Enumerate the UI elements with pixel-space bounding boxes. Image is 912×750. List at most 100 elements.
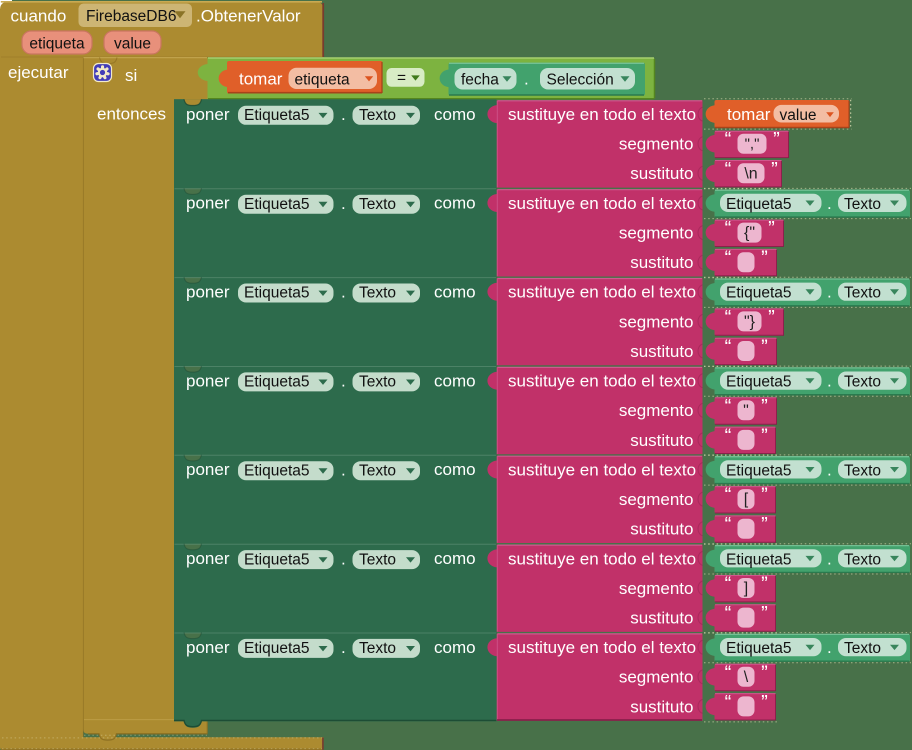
svg-text:Texto: Texto (359, 107, 396, 124)
svg-text:”: ” (761, 248, 768, 270)
svg-text:"}: "} (744, 313, 756, 330)
svg-text:“: “ (725, 337, 732, 359)
svg-text:.ObtenerValor: .ObtenerValor (196, 7, 301, 26)
svg-text:Texto: Texto (844, 462, 881, 479)
svg-text:.: . (827, 460, 832, 479)
svg-text:como: como (434, 194, 476, 213)
svg-text:Etiqueta5: Etiqueta5 (244, 107, 310, 124)
svg-text:.: . (341, 638, 346, 657)
svg-text:“: “ (725, 485, 732, 507)
svg-text:segmento: segmento (619, 312, 694, 331)
svg-text:segmento: segmento (619, 135, 694, 154)
svg-text:como: como (434, 638, 476, 657)
svg-text:como: como (434, 105, 476, 124)
svg-text:“: “ (725, 396, 732, 418)
svg-text:.: . (341, 194, 346, 213)
svg-text:Etiqueta5: Etiqueta5 (244, 285, 310, 302)
svg-text:tomar: tomar (239, 69, 283, 88)
svg-text:“: “ (725, 603, 732, 625)
svg-text:“: “ (725, 662, 732, 684)
svg-text:.: . (827, 372, 832, 391)
svg-text:“: “ (725, 159, 732, 181)
svg-text:“: “ (725, 574, 732, 596)
svg-text:”: ” (771, 159, 778, 181)
svg-text:etiqueta: etiqueta (295, 71, 351, 88)
svg-text:poner: poner (186, 105, 230, 124)
svg-text:“: “ (725, 129, 732, 151)
svg-text:sustituye en todo el texto: sustituye en todo el texto (508, 283, 696, 302)
svg-text:sustituye en todo el texto: sustituye en todo el texto (508, 460, 696, 479)
svg-text:como: como (434, 460, 476, 479)
svg-text:Etiqueta5: Etiqueta5 (726, 462, 792, 479)
svg-text:”: ” (761, 603, 768, 625)
svg-text:.: . (827, 194, 832, 213)
svg-text:Selección: Selección (547, 71, 614, 88)
svg-text:Texto: Texto (359, 640, 396, 657)
svg-text:[: [ (744, 491, 749, 508)
svg-text:ejecutar: ejecutar (8, 63, 69, 82)
svg-text:segmento: segmento (619, 224, 694, 243)
svg-text:\: \ (744, 669, 749, 686)
svg-text:.: . (524, 70, 529, 89)
svg-text:Etiqueta5: Etiqueta5 (244, 462, 310, 479)
svg-text:.: . (827, 549, 832, 568)
svg-text:”: ” (761, 396, 768, 418)
svg-text:poner: poner (186, 460, 230, 479)
svg-text:etiqueta: etiqueta (29, 36, 85, 53)
svg-text:poner: poner (186, 194, 230, 213)
svg-text:Etiqueta5: Etiqueta5 (244, 551, 310, 568)
svg-text:“: “ (725, 248, 732, 270)
svg-text:si: si (125, 66, 137, 85)
svg-text:Etiqueta5: Etiqueta5 (726, 196, 792, 213)
svg-text:sustituto: sustituto (630, 697, 693, 716)
svg-text:.: . (341, 372, 346, 391)
svg-text:.: . (341, 460, 346, 479)
svg-text:”: ” (761, 514, 768, 536)
svg-text:”: ” (761, 574, 768, 596)
svg-text:.: . (827, 283, 832, 302)
svg-text:poner: poner (186, 549, 230, 568)
svg-text:Texto: Texto (844, 285, 881, 302)
svg-text:sustituto: sustituto (630, 164, 693, 183)
svg-text:”: ” (761, 337, 768, 359)
svg-text:.: . (827, 638, 832, 657)
svg-text:sustituye en todo el texto: sustituye en todo el texto (508, 638, 696, 657)
svg-text:Etiqueta5: Etiqueta5 (726, 285, 792, 302)
svg-text:FirebaseDB6: FirebaseDB6 (86, 8, 176, 25)
svg-text:”: ” (768, 307, 775, 329)
svg-text:Texto: Texto (844, 640, 881, 657)
svg-text:”: ” (761, 425, 768, 447)
svg-text:value: value (780, 107, 817, 124)
svg-text:sustituye en todo el texto: sustituye en todo el texto (508, 105, 696, 124)
svg-text:“: “ (725, 514, 732, 536)
svg-text:entonces: entonces (97, 105, 166, 124)
svg-text:como: como (434, 283, 476, 302)
svg-text:{": {" (744, 225, 755, 242)
svg-text:sustituye en todo el texto: sustituye en todo el texto (508, 372, 696, 391)
svg-text:Texto: Texto (359, 196, 396, 213)
svg-text:Etiqueta5: Etiqueta5 (726, 551, 792, 568)
svg-text:sustituto: sustituto (630, 253, 693, 272)
svg-text:”: ” (761, 692, 768, 714)
svg-text:poner: poner (186, 638, 230, 657)
svg-text:": " (743, 402, 749, 419)
svg-text:”: ” (761, 485, 768, 507)
svg-text:Etiqueta5: Etiqueta5 (244, 196, 310, 213)
svg-text:",": "," (745, 136, 760, 153)
svg-text:Etiqueta5: Etiqueta5 (244, 640, 310, 657)
svg-text:“: “ (725, 307, 732, 329)
svg-text:”: ” (761, 662, 768, 684)
svg-text:\n: \n (744, 165, 757, 182)
svg-text:segmento: segmento (619, 668, 694, 687)
svg-text:.: . (341, 283, 346, 302)
svg-text:.: . (341, 549, 346, 568)
svg-text:como: como (434, 549, 476, 568)
svg-text:sustituye en todo el texto: sustituye en todo el texto (508, 549, 696, 568)
svg-text:Texto: Texto (359, 551, 396, 568)
svg-text:Texto: Texto (844, 551, 881, 568)
svg-text:sustituto: sustituto (630, 431, 693, 450)
svg-text:fecha: fecha (461, 71, 499, 88)
svg-text:poner: poner (186, 283, 230, 302)
svg-text:value: value (114, 36, 151, 53)
svg-text:“: “ (725, 692, 732, 714)
